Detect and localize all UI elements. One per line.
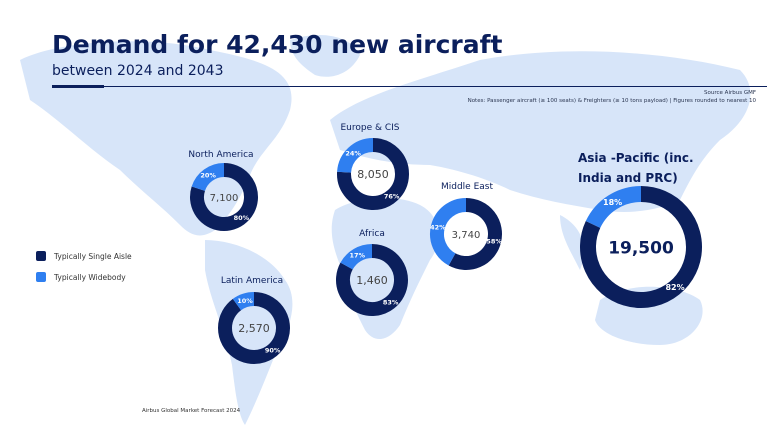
region-label-middle-east: Middle East xyxy=(440,182,494,192)
donut-total: 8,050 xyxy=(357,168,389,181)
single-aisle-segment xyxy=(190,163,258,231)
region-label-north-america: North America xyxy=(188,150,254,160)
legend-widebody: Typically Widebody xyxy=(36,272,126,282)
source-note: Source Airbus GMF xyxy=(704,90,756,96)
single-aisle-pct-label: 83% xyxy=(383,299,399,307)
single-aisle-segment xyxy=(448,198,502,270)
widebody-pct-label: 42% xyxy=(430,223,446,231)
widebody-pct-label: 20% xyxy=(200,172,216,180)
region-label-europe-cis: Europe & CIS xyxy=(340,123,400,133)
single-aisle-pct-label: 82% xyxy=(665,283,684,292)
widebody-pct-label: 18% xyxy=(603,198,622,207)
legend-label: Typically Single Aisle xyxy=(54,251,132,261)
legend-single-aisle: Typically Single Aisle xyxy=(36,251,132,261)
legend-swatch xyxy=(36,251,46,261)
donut-europe-cis: 8,050 24% 76% xyxy=(337,138,409,210)
single-aisle-pct-label: 80% xyxy=(234,214,250,222)
donut-asia-pacific: 19,500 18% 82% xyxy=(580,186,702,308)
widebody-pct-label: 17% xyxy=(349,252,365,260)
widebody-segment xyxy=(337,138,374,174)
legend-swatch xyxy=(36,272,46,282)
donut-total: 7,100 xyxy=(210,193,239,204)
donut-latin-america: 2,570 10% 90% xyxy=(218,292,290,364)
donut-africa: 1,460 17% 83% xyxy=(336,244,408,316)
donut-middle-east: 3,740 42% 58% xyxy=(430,198,502,270)
page-subtitle: between 2024 and 2043 xyxy=(52,63,224,79)
single-aisle-pct-label: 76% xyxy=(384,193,400,201)
donut-total: 1,460 xyxy=(356,274,388,287)
notes: Notes: Passenger aircraft (≥ 100 seats) … xyxy=(467,98,756,104)
donut-total: 3,740 xyxy=(452,230,481,241)
single-aisle-segment xyxy=(580,186,702,308)
single-aisle-pct-label: 90% xyxy=(265,347,281,355)
widebody-segment xyxy=(430,198,467,266)
legend-label: Typically Widebody xyxy=(54,272,126,282)
page-title: Demand for 42,430 new aircraft xyxy=(52,30,503,59)
title-divider xyxy=(52,86,767,87)
widebody-segment xyxy=(585,186,642,229)
single-aisle-segment xyxy=(337,138,409,210)
widebody-pct-label: 10% xyxy=(237,297,253,305)
widebody-segment xyxy=(340,244,373,270)
widebody-segment xyxy=(191,163,225,192)
region-label-africa: Africa xyxy=(359,229,385,239)
region-label-latin-america: Latin America xyxy=(220,276,284,286)
single-aisle-segment xyxy=(336,244,408,316)
region-label-asia-pacific: Asia -Pacific (inc. India and PRC) xyxy=(578,151,694,185)
footer: Airbus Global Market Forecast 2024 xyxy=(142,408,241,414)
donut-total: 2,570 xyxy=(238,322,270,335)
single-aisle-pct-label: 58% xyxy=(486,238,502,246)
donut-north-america: 7,100 20% 80% xyxy=(190,163,258,231)
single-aisle-segment xyxy=(218,292,290,364)
widebody-segment xyxy=(232,292,255,311)
donut-total: 19,500 xyxy=(608,238,674,258)
widebody-pct-label: 24% xyxy=(345,149,361,157)
